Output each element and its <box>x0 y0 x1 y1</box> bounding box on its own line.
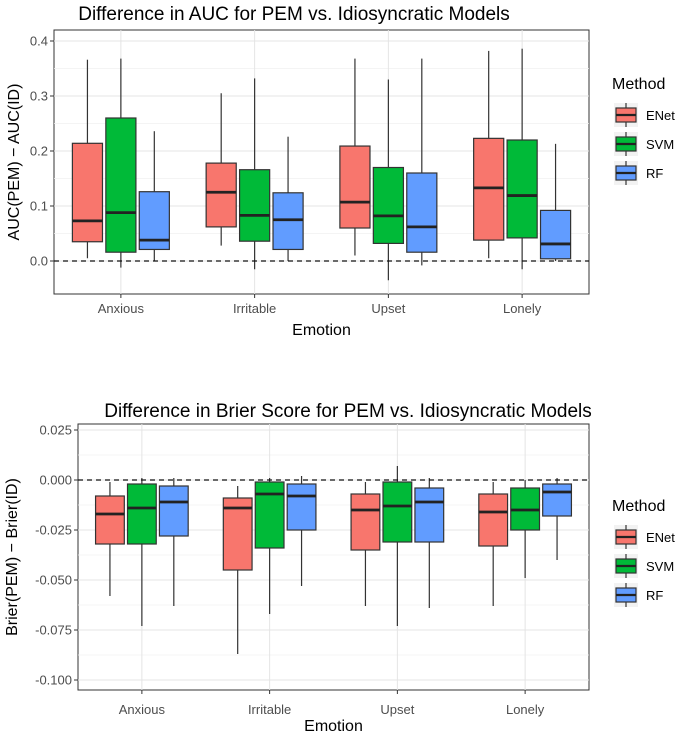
chart-title: Difference in Brier Score for PEM vs. Id… <box>104 401 592 422</box>
box-lonely-rf <box>542 478 573 560</box>
box-body <box>94 495 125 545</box>
legend-item-svm: SVM <box>614 554 674 578</box>
box-irritable-svm <box>238 78 271 270</box>
legend-item-enet: ENet <box>614 103 675 127</box>
legend-label: RF <box>646 588 663 603</box>
x-tick-label-irritable: Irritable <box>248 702 291 717</box>
box-irritable-rf <box>272 136 304 261</box>
legend: Method ENet SVM RF <box>612 76 675 185</box>
box-anxious-rf <box>158 478 189 606</box>
box-upset-enet <box>339 58 371 256</box>
box-lonely-enet <box>478 482 509 606</box>
box-body <box>238 169 271 242</box>
box-body <box>539 209 572 260</box>
plot-area <box>77 423 590 691</box>
box-body <box>478 493 509 547</box>
x-tick-label-anxious: Anxious <box>119 702 166 717</box>
y-tick-label: 0.4 <box>30 34 48 49</box>
legend-item-rf: RF <box>614 161 663 185</box>
box-anxious-rf <box>138 131 170 261</box>
box-body <box>254 481 285 549</box>
box-body <box>158 485 189 537</box>
box-lonely-enet <box>473 50 505 259</box>
chart-title: Difference in AUC for PEM vs. Idiosyncra… <box>78 4 510 25</box>
legend-item-rf: RF <box>614 583 663 607</box>
box-irritable-rf <box>286 476 317 586</box>
x-axis-title: Emotion <box>292 322 351 339</box>
box-irritable-enet <box>205 93 237 246</box>
legend-label: SVM <box>646 137 674 152</box>
legend-label: ENet <box>646 108 675 123</box>
box-body <box>382 481 413 543</box>
legend-item-svm: SVM <box>614 132 674 156</box>
y-axis-title: Brier(PEM) − Brier(ID) <box>4 478 21 636</box>
box-lonely-svm <box>510 480 541 578</box>
box-upset-rf <box>406 58 438 266</box>
box-body <box>71 142 104 243</box>
x-tick-label-irritable: Irritable <box>233 301 276 316</box>
x-tick-label-anxious: Anxious <box>98 301 145 316</box>
legend-label: ENet <box>646 530 675 545</box>
legend-label: SVM <box>646 559 674 574</box>
y-tick-label: 0.0 <box>30 254 48 269</box>
y-tick-label: -0.025 <box>35 523 72 538</box>
legend-title: Method <box>612 76 665 93</box>
box-lonely-rf <box>539 143 572 261</box>
auc-panel: 0.0 0.1 0.2 0.3 0.4 Anxious Irritable Upset Lone… <box>6 4 675 339</box>
x-axis-title: Emotion <box>304 718 363 735</box>
y-tick-label: 0.025 <box>39 423 72 438</box>
box-body <box>506 139 538 239</box>
box-anxious-enet <box>94 482 125 596</box>
y-tick-label: 0.000 <box>39 473 72 488</box>
box-body <box>126 483 157 545</box>
box-irritable-enet <box>222 486 253 654</box>
box-upset-svm <box>382 466 413 626</box>
box-body <box>205 162 237 228</box>
y-tick-label: 0.3 <box>30 89 48 104</box>
box-anxious-svm <box>105 58 137 268</box>
box-body <box>339 145 371 229</box>
y-tick-label: -0.100 <box>35 673 72 688</box>
x-tick-label-upset: Upset <box>380 702 414 717</box>
y-tick-label: -0.050 <box>35 573 72 588</box>
box-body <box>406 172 438 253</box>
box-body <box>372 166 405 245</box>
box-body <box>222 497 253 571</box>
box-lonely-svm <box>506 48 538 270</box>
x-tick-label-lonely: Lonely <box>506 702 545 717</box>
box-upset-rf <box>414 478 445 608</box>
box-upset-svm <box>372 79 405 281</box>
box-body <box>105 117 137 253</box>
box-body <box>350 493 381 551</box>
y-tick-label: -0.075 <box>35 623 72 638</box>
brier-panel: 0.025 0.000 -0.025 -0.050 -0.075 -0.100 Anxiou… <box>4 401 675 735</box>
x-tick-label-upset: Upset <box>371 301 405 316</box>
y-tick-label: 0.2 <box>30 144 48 159</box>
legend-item-enet: ENet <box>614 525 675 549</box>
legend-label: RF <box>646 166 663 181</box>
box-body <box>542 483 573 517</box>
legend: Method ENet SVM RF <box>612 498 675 607</box>
y-tick-label: 0.1 <box>30 199 48 214</box>
box-anxious-enet <box>71 59 104 259</box>
y-axis-title: AUC(PEM) − AUC(ID) <box>6 84 23 241</box>
box-body <box>414 487 445 543</box>
x-tick-label-lonely: Lonely <box>503 301 542 316</box>
legend-title: Method <box>612 498 665 515</box>
box-anxious-svm <box>126 478 157 626</box>
box-irritable-svm <box>254 478 285 614</box>
box-body <box>286 483 317 531</box>
box-upset-enet <box>350 482 381 606</box>
